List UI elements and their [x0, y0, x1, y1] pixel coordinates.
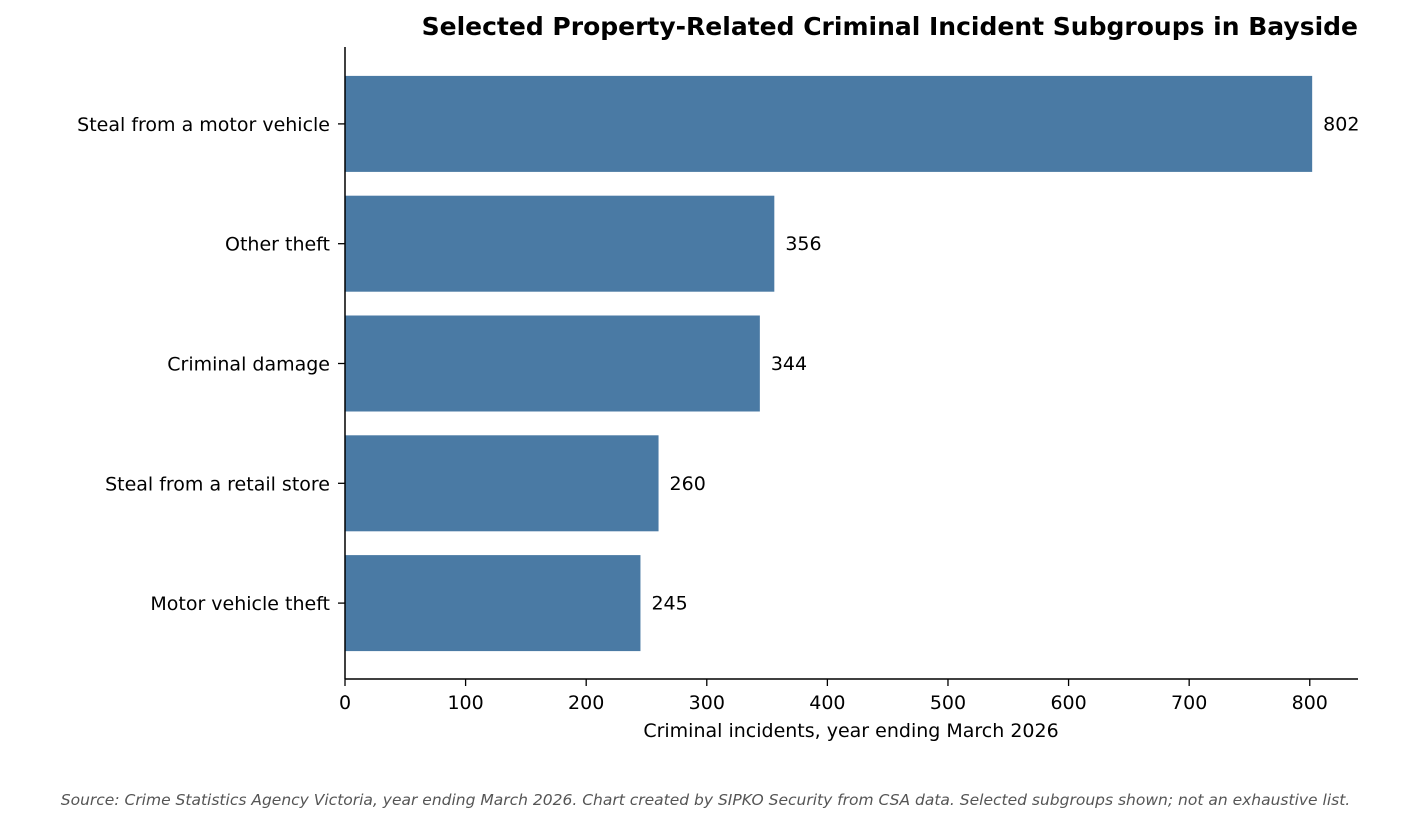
ticks-layer: Steal from a motor vehicle Other theft Cri… — [77, 114, 1328, 714]
x-tick-label-4: 300 — [689, 692, 725, 714]
bar-1 — [345, 75, 1313, 172]
x-axis-label: Criminal incidents, year ending March 20… — [643, 720, 1058, 742]
bar-4 — [345, 435, 659, 532]
data-label-3: 344 — [771, 353, 807, 375]
y-tick-label-3: Criminal damage — [167, 354, 330, 376]
x-tick-label-2: 100 — [447, 692, 483, 714]
x-tick-label-7: 600 — [1050, 692, 1086, 714]
x-tick-label-6: 500 — [930, 692, 966, 714]
bar-3 — [345, 315, 760, 412]
x-tick-label-5: 400 — [809, 692, 845, 714]
y-tick-label-5: Motor vehicle theft — [150, 593, 330, 615]
y-tick-label-1: Steal from a motor vehicle — [77, 114, 330, 136]
data-label-2: 356 — [785, 233, 821, 255]
data-label-5: 245 — [651, 593, 687, 615]
x-tick-label-1: 0 — [339, 692, 351, 714]
chart-title: Selected Property-Related Criminal Incid… — [422, 12, 1358, 41]
y-tick-label-4: Steal from a retail store — [105, 473, 330, 495]
data-label-1: 802 — [1323, 113, 1359, 135]
x-tick-label-3: 200 — [568, 692, 604, 714]
bar-2 — [345, 195, 775, 292]
x-tick-label-8: 700 — [1171, 692, 1207, 714]
y-tick-label-2: Other theft — [225, 234, 330, 256]
bars-layer: 802 356 344 260 245 — [345, 75, 1359, 652]
bar-5 — [345, 555, 641, 652]
x-tick-label-9: 800 — [1292, 692, 1328, 714]
source-note: Source: Crime Statistics Agency Victoria… — [60, 791, 1351, 809]
data-label-4: 260 — [670, 473, 706, 495]
